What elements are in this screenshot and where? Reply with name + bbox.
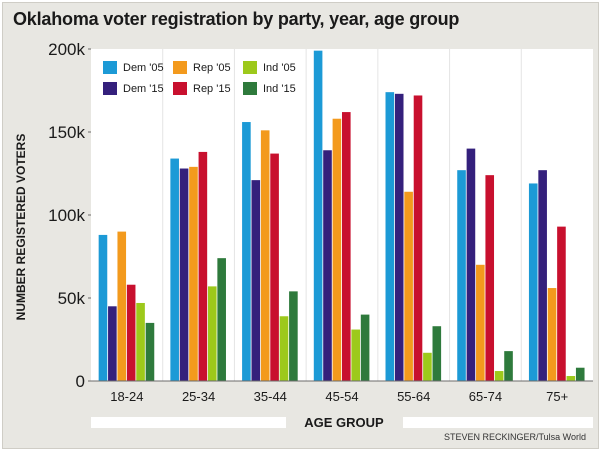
bar-ind-15-18-24 xyxy=(145,322,155,381)
legend-item-dem-15: Dem '15 xyxy=(103,82,173,95)
bar-rep-15-18-24 xyxy=(126,284,136,381)
x-tick-label: 25-34 xyxy=(182,389,215,404)
bar-rep-15-45-54 xyxy=(342,112,351,381)
legend-label: Dem '05 xyxy=(123,61,164,74)
chart-title: Oklahoma voter registration by party, ye… xyxy=(13,9,460,29)
bar-ind-15-55-64 xyxy=(432,326,442,381)
bar-ind-15-65-74 xyxy=(504,351,513,381)
legend-item-ind-05: Ind '05 xyxy=(243,61,313,74)
bar-ind-05-65-74 xyxy=(494,371,504,381)
bar-rep-05-45-54 xyxy=(332,118,342,381)
bar-dem-15-18-24 xyxy=(108,306,117,381)
bar-dem-15-45-54 xyxy=(323,150,332,381)
bar-rep-05-35-44 xyxy=(260,130,270,381)
bar-dem-15-35-44 xyxy=(251,180,261,381)
x-tick-labels: 18-24 25-34 35-44 45-54 55-64 65-74 75+ xyxy=(110,389,568,404)
legend-label: Ind '05 xyxy=(263,61,296,74)
bar-dem-05-55-64 xyxy=(385,92,395,381)
bar-rep-05-65-74 xyxy=(476,264,485,381)
y-tick-label: 50k xyxy=(58,289,86,308)
bar-rep-15-35-44 xyxy=(270,153,279,381)
legend-item-rep-05: Rep '05 xyxy=(173,61,243,74)
bar-ind-15-25-34 xyxy=(217,258,226,381)
y-tick-labels: 0 50k 100k 150k 200k xyxy=(48,40,91,391)
x-tick-label: 65-74 xyxy=(469,389,502,404)
x-tick-label: 35-44 xyxy=(254,389,287,404)
legend-swatch xyxy=(173,61,187,74)
legend-item-ind-15: Ind '15 xyxy=(243,82,313,95)
bar-chart: 0 50k 100k 150k 200k 18-24 25-34 35-44 45-54 55-… xyxy=(14,40,593,430)
bar-ind-05-35-44 xyxy=(279,316,289,381)
legend-swatch xyxy=(103,61,117,74)
legend-swatch xyxy=(243,61,257,74)
legend-label: Ind '15 xyxy=(263,82,296,95)
bar-ind-15-35-44 xyxy=(289,291,298,381)
y-tick-label: 200k xyxy=(48,40,85,59)
legend-label: Dem '15 xyxy=(123,82,164,95)
bar-ind-15-75+ xyxy=(575,367,585,381)
x-label-bar-right xyxy=(403,417,593,428)
legend-swatch xyxy=(243,82,257,95)
x-label-bar-left xyxy=(91,417,286,428)
bar-dem-05-25-34 xyxy=(170,158,179,381)
legend-item-rep-15: Rep '15 xyxy=(173,82,243,95)
y-axis-label: NUMBER REGISTERED VOTERS xyxy=(14,134,28,321)
bar-rep-15-75+ xyxy=(557,226,566,381)
x-axis-label: AGE GROUP xyxy=(304,415,384,430)
bar-ind-05-45-54 xyxy=(351,329,360,381)
bar-dem-05-45-54 xyxy=(313,50,323,381)
x-tick-label: 18-24 xyxy=(110,389,143,404)
bar-ind-05-75+ xyxy=(566,376,576,381)
bar-ind-15-45-54 xyxy=(360,314,370,381)
bar-dem-05-75+ xyxy=(528,183,538,381)
legend-item-dem-05: Dem '05 xyxy=(103,61,173,74)
legend-swatch xyxy=(173,82,187,95)
bar-rep-15-65-74 xyxy=(485,175,495,381)
bar-dem-15-75+ xyxy=(538,170,547,381)
bar-rep-05-75+ xyxy=(547,288,557,381)
bar-rep-15-25-34 xyxy=(198,151,208,381)
bar-dem-15-55-64 xyxy=(394,93,404,381)
x-tick-label: 55-64 xyxy=(397,389,430,404)
y-tick-label: 100k xyxy=(48,206,85,225)
bar-dem-05-18-24 xyxy=(98,234,108,381)
legend: Dem '05 Rep '05 Ind '05 Dem '15 Rep '15 Ind '… xyxy=(103,61,313,95)
bar-dem-15-25-34 xyxy=(179,168,189,381)
bar-rep-15-55-64 xyxy=(413,95,423,381)
bar-ind-05-25-34 xyxy=(207,286,217,381)
x-tick-label: 75+ xyxy=(546,389,568,404)
bar-ind-05-55-64 xyxy=(423,352,432,381)
legend-swatch xyxy=(103,82,117,95)
y-tick-label: 0 xyxy=(76,372,85,391)
y-tick-label: 150k xyxy=(48,123,85,142)
x-tick-label: 45-54 xyxy=(325,389,358,404)
credit-text: STEVEN RECKINGER/Tulsa World xyxy=(443,432,586,442)
bar-rep-05-25-34 xyxy=(189,166,198,381)
bars-group xyxy=(98,50,585,381)
legend-label: Rep '15 xyxy=(193,82,231,95)
bar-rep-05-18-24 xyxy=(117,231,127,381)
legend-label: Rep '05 xyxy=(193,61,231,74)
bar-rep-05-55-64 xyxy=(404,191,413,381)
bar-dem-15-65-74 xyxy=(466,148,476,381)
bar-dem-05-65-74 xyxy=(457,170,466,381)
chart-frame: Oklahoma voter registration by party, ye… xyxy=(2,2,599,449)
bar-dem-05-35-44 xyxy=(242,122,251,381)
bar-ind-05-18-24 xyxy=(136,302,145,381)
